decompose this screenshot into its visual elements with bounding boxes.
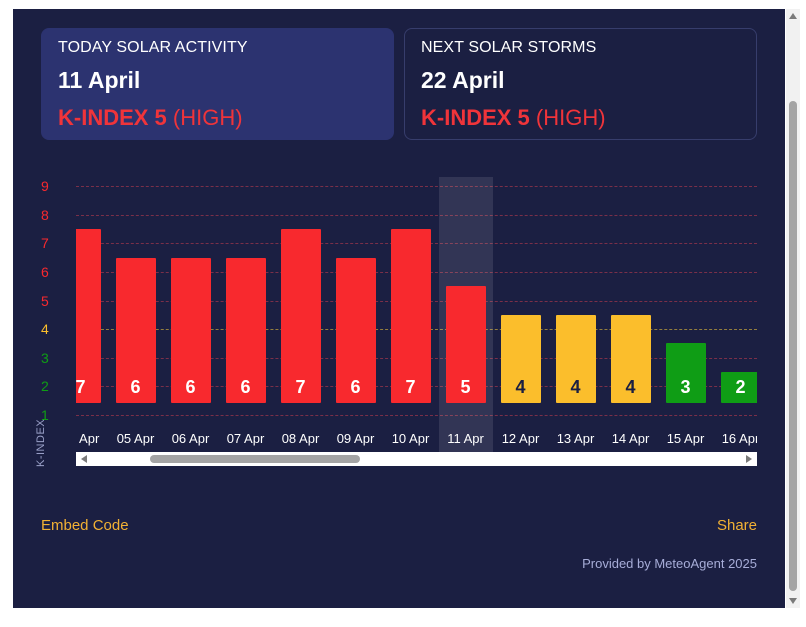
x-tick-label: 15 Apr [666,431,705,446]
gridline [76,214,757,216]
x-tick-label: 07 Apr [226,431,265,446]
today-k-index-value: K-INDEX 5 [58,105,167,130]
bar-value-label: 4 [515,377,526,397]
bar-06-apr[interactable] [170,257,211,403]
scroll-right-arrow-icon[interactable] [746,455,752,463]
y-tick-2: 2 [41,378,49,395]
k-index-bar-chart[interactable]: 7 04 Apr 6 05 Apr 6 06 Apr 6 07 Apr 7 08 Apr 6 09 A… [76,174,757,459]
bar-14-apr[interactable] [610,314,651,403]
y-tick-4: 4 [41,321,49,338]
x-tick-label: 13 Apr [556,431,595,446]
x-tick-label: 04 Apr [76,431,100,446]
y-tick-7: 7 [41,235,49,252]
vertical-scrollbar-thumb[interactable] [789,101,797,591]
scroll-down-arrow-icon[interactable] [789,598,797,604]
scroll-left-arrow-icon[interactable] [81,455,87,463]
bar-16-apr[interactable] [720,372,757,403]
today-card-title: TODAY SOLAR ACTIVITY [58,39,248,56]
bar-13-apr[interactable] [555,314,596,403]
bar-value-label: 3 [680,377,691,397]
embed-code-link[interactable]: Embed Code [41,517,129,534]
solar-activity-widget: TODAY SOLAR ACTIVITY 11 April K-INDEX 5 … [13,9,785,608]
page-vertical-scrollbar[interactable] [786,9,800,608]
x-tick-label: 09 Apr [336,431,375,446]
x-tick-label: 06 Apr [171,431,210,446]
x-tick-label: 08 Apr [281,431,320,446]
bar-value-label: 6 [130,377,141,397]
x-tick-label: 05 Apr [116,431,155,446]
share-link[interactable]: Share [716,517,757,534]
bar-12-apr[interactable] [500,314,541,403]
bar-value-label: 5 [460,377,471,397]
bar-10-apr[interactable] [390,228,431,403]
chart-horizontal-scrollbar[interactable] [76,452,757,466]
bar-value-label: 7 [76,377,86,397]
gridline [76,415,757,416]
x-tick-label: 12 Apr [501,431,540,446]
bar-08-apr[interactable] [280,228,321,403]
next-k-index-value: K-INDEX 5 [421,105,530,130]
scrollbar-thumb[interactable] [150,455,360,463]
bar-value-label: 4 [625,377,636,397]
bar-value-label: 7 [405,377,416,397]
bar-07-apr[interactable] [225,257,266,403]
y-tick-1: 1 [41,407,49,423]
next-card-title: NEXT SOLAR STORMS [421,39,597,56]
today-solar-activity-card: TODAY SOLAR ACTIVITY 11 April K-INDEX 5 … [41,28,394,140]
y-axis-title: K-INDEX [35,418,47,467]
next-card-date: 22 April [421,67,505,93]
bar-15-apr[interactable] [665,343,706,403]
y-tick-6: 6 [41,263,49,280]
x-tick-label: 10 Apr [391,431,430,446]
today-k-index-level: (HIGH) [172,105,243,130]
next-k-index-level: (HIGH) [535,105,606,130]
x-tick-label: 11 Apr [447,431,484,446]
x-tick-label: 16 Apr [721,431,757,446]
bar-value-label: 7 [295,377,306,397]
provider-credit: Provided by MeteoAgent 2025 [582,556,757,571]
bar-value-label: 6 [350,377,361,397]
x-tick-label: 14 Apr [611,431,650,446]
bar-04-apr[interactable] [76,228,101,403]
today-card-date: 11 April [58,67,141,93]
bar-value-label: 6 [240,377,251,397]
next-k-index: K-INDEX 5 (HIGH) [421,105,606,131]
bar-value-label: 2 [735,377,746,397]
bar-05-apr[interactable] [115,257,156,403]
bar-value-label: 6 [185,377,196,397]
bar-09-apr[interactable] [335,257,376,403]
scroll-up-arrow-icon[interactable] [789,13,797,19]
bar-11-apr[interactable] [445,286,486,403]
gridline [76,186,757,187]
y-tick-5: 5 [41,292,49,309]
y-tick-8: 8 [41,206,49,223]
today-k-index: K-INDEX 5 (HIGH) [58,105,243,131]
y-tick-9: 9 [41,178,49,194]
y-tick-3: 3 [41,349,49,366]
bar-value-label: 4 [570,377,581,397]
next-solar-storms-card: NEXT SOLAR STORMS 22 April K-INDEX 5 (HI… [404,28,757,140]
